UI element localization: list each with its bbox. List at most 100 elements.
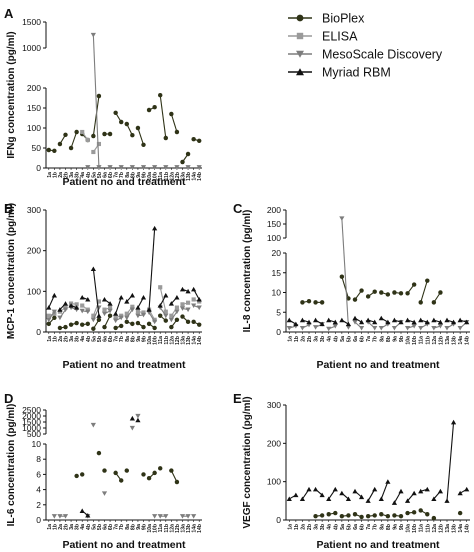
panel-c-bioplex-point	[411, 282, 417, 287]
panel-a-x-tick-label: 9b	[142, 172, 148, 178]
panel-b-myriad-rbm-point	[191, 286, 197, 292]
panel-a-mesoscale-discovery-point	[174, 165, 180, 170]
panel-b-y-tick-label: 100	[27, 286, 41, 296]
panel-e-myriad-rbm-point	[312, 486, 319, 492]
panel-a-bioplex-pair-line	[159, 95, 167, 139]
legend-mesoscale-discovery-marker	[296, 50, 304, 58]
panel-c-myriad-rbm-point	[326, 317, 332, 323]
panel-c-y-tick-label: 20	[272, 248, 282, 258]
panel-a-x-tick-label: 14a	[192, 172, 198, 181]
panel-e-letter: E	[233, 391, 242, 406]
panel-e-bioplex-point	[339, 513, 345, 519]
panel-c-x-tick-label: 6b	[360, 336, 366, 342]
panel-d-bioplex-point	[146, 475, 152, 481]
panel-e-myriad-rbm-point	[372, 486, 378, 492]
panel-a-mesoscale-discovery-point	[96, 165, 102, 170]
panel-e-x-tick-label: 10b	[412, 524, 418, 533]
panel-b-elisa-point	[74, 302, 79, 307]
panel-e-myriad-rbm-point	[411, 490, 417, 496]
panel-c-bioplex-point	[392, 290, 397, 295]
panel-d-x-tick-label: 1b	[52, 524, 58, 530]
panel-d-x-tick-label: 6a	[103, 524, 109, 530]
panel-a-x-tick-label: 10b	[153, 172, 159, 181]
panel-b-mesoscale-discovery-point	[163, 313, 169, 319]
panel-a-y-tick-label: 100	[27, 123, 41, 133]
panel-a-bioplex-point	[52, 148, 57, 154]
panel-c-mesoscale-discovery-point	[444, 325, 450, 331]
panel-a-x-tick-label: 7b	[119, 172, 125, 178]
panel-c-bioplex-point	[365, 294, 371, 299]
panel-a-x-tick-label: 13a	[181, 172, 187, 181]
panel-b-bioplex-point	[163, 318, 168, 323]
panel-a-bioplex-point	[169, 111, 174, 117]
panel-e-bioplex-point	[326, 512, 331, 517]
panel-c-x-tick-label: 2a	[300, 336, 306, 342]
panel-b-y-axis-label: MCP-1 concentration (pg/ml)	[6, 203, 17, 339]
panel-b-myriad-rbm-point	[62, 301, 69, 306]
panel-b-x-tick-label: 9a	[136, 336, 142, 342]
panel-e-bioplex-point	[333, 510, 338, 516]
panel-e-bioplex-point	[319, 513, 325, 518]
panel-a-x-tick-label: 2b	[64, 172, 70, 178]
panel-b-elisa-point	[113, 315, 118, 320]
panel-a-y-tick-label: 1000	[22, 43, 41, 53]
panel-c-x-tick-label: 5b	[346, 336, 352, 342]
panel-c-myriad-rbm-point	[424, 319, 430, 325]
panel-d-bioplex-point	[74, 473, 79, 479]
panel-a-x-tick-label: 6b	[108, 172, 114, 178]
panel-d-bioplex-point	[174, 479, 180, 485]
panel-c-x-tick-label: 9a	[392, 336, 398, 342]
panel-a-mesoscale-discovery-point	[140, 165, 147, 170]
panel-a-bioplex-point	[174, 129, 180, 135]
panel-e-y-axis-label: VEGF concentration (pg/ml)	[242, 396, 253, 528]
panel-b-elisa-point	[174, 305, 180, 310]
panel-e-myriad-rbm-point	[319, 492, 325, 498]
panel-b-myriad-rbm-pair-line	[148, 228, 156, 310]
panel-c-myriad-rbm-point	[385, 319, 391, 325]
panel-d-y-tick-label: 0	[36, 515, 41, 525]
panel-c-x-tick-label: 13a	[445, 336, 451, 345]
panel-e-bioplex-point	[346, 513, 351, 518]
panel-e-x-tick-label: 9b	[399, 524, 405, 530]
panel-d-x-tick-label: 10b	[153, 524, 159, 533]
panel-b-myriad-rbm-point	[179, 286, 186, 292]
panel-b-mesoscale-discovery-point	[191, 303, 197, 309]
panel-c-myriad-rbm-point	[437, 319, 444, 325]
panel-c-bioplex-point	[372, 289, 377, 294]
panel-b-bioplex-point	[135, 320, 141, 326]
panel-c-bioplex-point	[339, 274, 345, 279]
panel-b-myriad-rbm-point	[113, 311, 119, 316]
panel-a-y-tick-label: 200	[27, 83, 41, 93]
panel-b-elisa-point	[96, 299, 102, 304]
panel-b-y-tick-label: 200	[27, 246, 41, 256]
panel-a-bioplex-point	[119, 119, 124, 125]
panel-b-bioplex-point	[91, 326, 96, 331]
panel-a-x-tick-label: 11a	[158, 172, 164, 180]
panel-b-mesoscale-discovery-point	[57, 315, 63, 321]
panel-c-x-tick-label: 12a	[432, 336, 438, 345]
panel-a-bioplex-point	[113, 110, 118, 116]
panel-e-bioplex-point	[392, 513, 397, 518]
panel-a-bioplex-point	[152, 104, 157, 110]
panel-e-x-tick-label: 10a	[406, 524, 412, 533]
panel-c-x-tick-label: 1b	[294, 336, 300, 342]
panel-c-x-axis-label: Patient no and treatment	[316, 359, 440, 371]
panel-c-myriad-rbm-point	[299, 317, 306, 323]
panel-d-bioplex-point	[152, 470, 157, 476]
panel-c-bioplex-point	[346, 296, 351, 301]
panel-e-myriad-rbm-point	[418, 488, 424, 494]
panel-a-bioplex-point	[158, 92, 163, 98]
panel-e-myriad-rbm-point	[404, 498, 411, 503]
panel-d-x-axis-label: Patient no and treatment	[62, 539, 186, 551]
panel-b-x-tick-label: 6b	[108, 336, 114, 342]
panel-c-x-tick-label: 3b	[320, 336, 326, 342]
panel-e-myriad-rbm-point	[332, 486, 338, 492]
panel-a-x-tick-label: 4a	[80, 172, 86, 178]
panel-b-letter: B	[4, 201, 13, 216]
panel-b-myriad-rbm-point	[129, 292, 135, 298]
panel-e-x-tick-label: 8b	[386, 524, 392, 530]
panel-a-bioplex-point	[63, 132, 68, 138]
panel-b-myriad-rbm-point	[124, 299, 130, 304]
panel-a-y-tick-label: 1500	[22, 17, 41, 27]
panel-c-letter: C	[233, 201, 243, 216]
